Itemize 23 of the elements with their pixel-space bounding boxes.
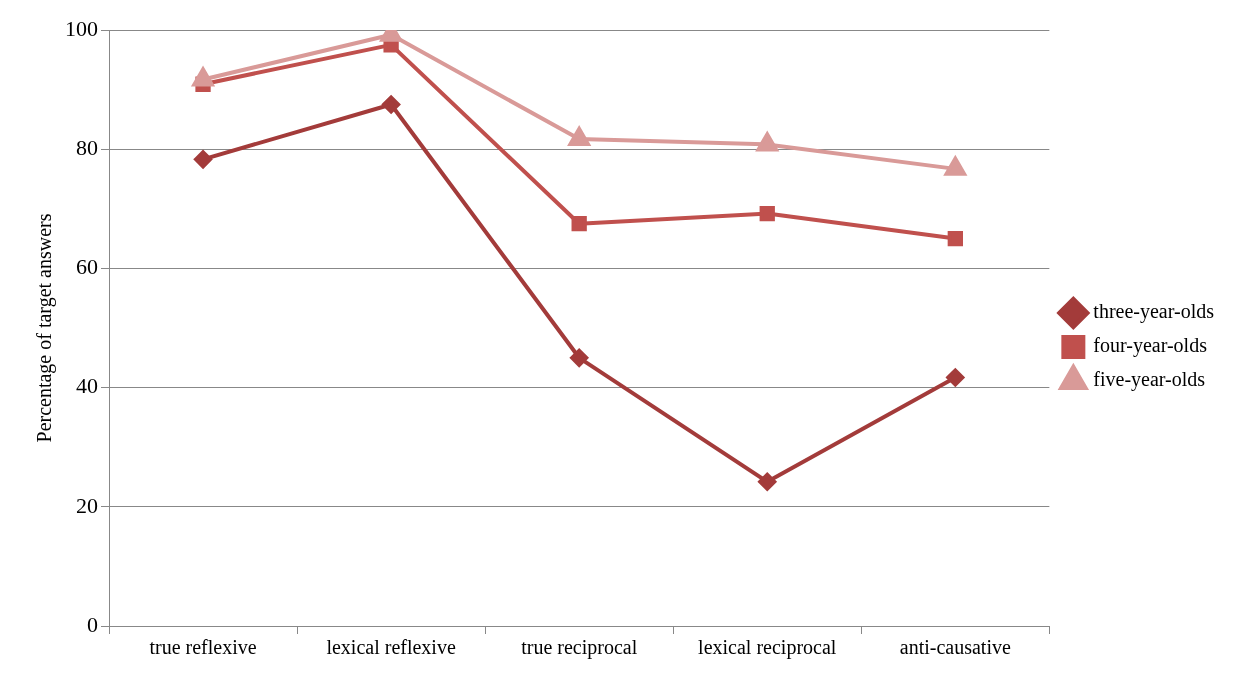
point — [194, 150, 213, 169]
y-axis-title: Percentage of target answers — [33, 213, 57, 443]
legend-label: three-year-olds — [1093, 300, 1215, 324]
legend-label: five-year-olds — [1093, 368, 1206, 392]
x-tick-label: lexical reciprocal — [698, 636, 837, 660]
y-tick-label: 20 — [76, 492, 98, 518]
point — [947, 230, 963, 247]
x-tick-label: lexical reflexive — [326, 636, 456, 659]
y-tick-label: 0 — [87, 611, 98, 637]
point — [758, 472, 777, 491]
x-tick-label: anti-causative — [899, 636, 1011, 659]
point — [946, 368, 965, 387]
y-tick-label: 60 — [76, 254, 98, 280]
point — [382, 95, 401, 114]
y-tick-label: 100 — [65, 15, 98, 41]
point — [570, 348, 589, 367]
x-tick-label: true reflexive — [149, 636, 257, 659]
y-tick-label: 80 — [76, 134, 98, 160]
point — [759, 205, 775, 222]
x-tick-label: true reciprocal — [521, 636, 638, 660]
point — [571, 216, 587, 232]
legend-label: four-year-olds — [1093, 334, 1208, 358]
y-tick-label: 40 — [76, 373, 98, 399]
